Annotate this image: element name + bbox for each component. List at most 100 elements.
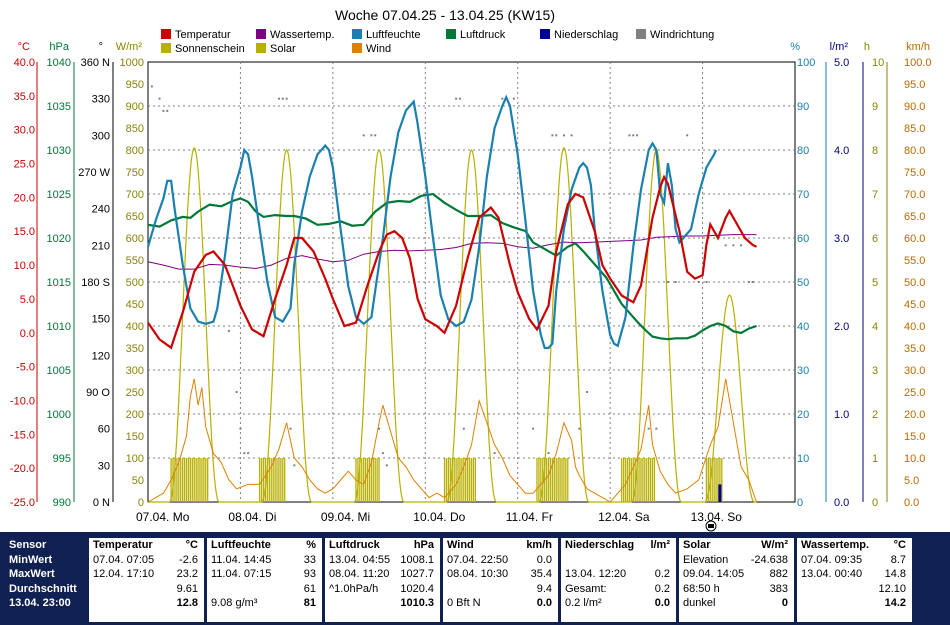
legend-label: Sonnenschein	[175, 43, 245, 55]
axis-label-sun: 8	[872, 145, 878, 157]
axis-label-humidity: 0	[797, 497, 803, 509]
legend-swatch	[256, 29, 266, 39]
pressure-trend: ^1.0hPa/h	[329, 582, 379, 595]
axis-label-wind: 40.0	[904, 321, 925, 333]
time-marker[interactable]	[705, 520, 717, 532]
summary-humidity-column: Luftfeuchte% 11.04. 14:45 33 11.04. 07:15…	[207, 538, 322, 622]
axis-label-direction: 60	[98, 424, 110, 436]
winddir-point	[512, 97, 515, 100]
winddir-point	[293, 464, 296, 467]
unit-temp: °C	[18, 41, 30, 53]
solar-avg-value: 383	[769, 582, 788, 595]
axis-label-humidity: 70	[797, 189, 809, 201]
axis-label-solar: 400	[126, 321, 144, 333]
axis-label-rain: 4.0	[834, 145, 849, 157]
axis-label-direction: 360 N	[81, 57, 110, 69]
axis-label-temp: 35.0	[14, 91, 35, 103]
day-label: 09.04. Mi	[321, 510, 370, 524]
series-line-temperature	[147, 174, 758, 350]
axis-label-rain: 3.0	[834, 233, 849, 245]
axis-label-humidity: 10	[797, 453, 809, 465]
axis-label-direction: 330	[92, 94, 110, 106]
axis-label-solar: 0	[138, 497, 144, 509]
axis-label-sun: 5	[872, 277, 878, 289]
axis-label-wind: 45.0	[904, 299, 925, 311]
axis-label-direction: 180 S	[81, 277, 110, 289]
day-label: 12.04. Sa	[598, 510, 650, 524]
winddir-point	[277, 97, 280, 100]
axis-label-solar: 1000	[120, 57, 144, 69]
winddir-point	[747, 281, 750, 283]
axis-label-temp: 20.0	[14, 192, 35, 204]
day-label: 13.04. So	[691, 510, 743, 524]
axis-label-wind: 30.0	[904, 365, 925, 377]
legend-label: Wassertemp.	[270, 29, 334, 41]
legend-label: Luftfeuchte	[366, 29, 420, 41]
humidity-header: Luftfeuchte	[211, 539, 271, 551]
summary-temperature-column: Temperatur °C 07.04. 07:05 -2.6 12.04. 17:…	[89, 538, 204, 622]
axis-label-sun: 10	[872, 57, 884, 69]
axis-label-wind: 80.0	[904, 145, 925, 157]
winddir-point	[281, 97, 284, 100]
water-min-value: 8.7	[890, 553, 906, 566]
winddir-point	[289, 427, 292, 430]
axis-label-sun: 1	[872, 453, 878, 465]
axis-label-sun: 3	[872, 365, 878, 377]
axis-label-sun: 0	[872, 497, 878, 509]
temperature-unit: °C	[185, 539, 198, 551]
axis-label-temp: 25.0	[14, 159, 35, 171]
axis-label-wind: 35.0	[904, 343, 925, 355]
humidity-absolute: 9.08 g/m³	[211, 597, 258, 609]
summary-sensor-column: Sensor MinWert MaxWert Durchschnitt 13.0…	[3, 538, 86, 622]
solar-max-time: 09.04. 14:05	[683, 568, 745, 580]
axis-label-sun: 7	[872, 189, 878, 201]
axis-label-wind: 25.0	[904, 387, 925, 399]
winddir-point	[724, 244, 727, 247]
axis-label-wind: 90.0	[904, 101, 925, 113]
axis-label-pressure: 1035	[47, 101, 71, 113]
rain-bar	[718, 484, 722, 502]
axis-label-solar: 900	[126, 101, 144, 113]
winddir-point	[158, 97, 161, 100]
pressure-header: Luftdruck	[329, 539, 380, 551]
axis-label-direction: 150	[92, 314, 110, 326]
pressure-max-time: 08.04. 11:20	[329, 568, 390, 580]
summary-pressure-column: Luftdruck hPa 13.04. 04:55 1008.1 08.04. 1…	[325, 538, 440, 622]
winddir-point	[570, 134, 573, 137]
winddir-point	[628, 134, 631, 137]
legend-swatch	[352, 29, 362, 39]
axis-label-wind: 60.0	[904, 233, 925, 245]
axis-label-humidity: 90	[797, 101, 809, 113]
wind-current-value: 0.0	[536, 597, 552, 609]
summary-water-column: Wassertemp. °C 07.04. 09:35 8.7 13.04. 00:…	[797, 538, 912, 622]
legend: Temperatur Sonnenschein Wassertemp. Solar Lu…	[161, 29, 714, 55]
series-line-water-temp	[147, 234, 757, 270]
axis-label-wind: 50.0	[904, 277, 925, 289]
winddir-point	[458, 97, 461, 100]
winddir-point	[385, 464, 388, 467]
winddir-point	[381, 452, 384, 455]
solar-sunshine-hours: 68:50 h	[683, 582, 720, 595]
sensor-header: Sensor	[9, 539, 47, 551]
axis-label-wind: 10.0	[904, 453, 925, 465]
axis-label-temp: 40.0	[14, 57, 35, 69]
wind-header: Wind	[447, 539, 474, 551]
axis-label-direction: 210	[92, 240, 110, 252]
summary-wind-column: Wind km/h 07.04. 22:50 0.0 08.04. 10:30 35.…	[443, 538, 558, 622]
axis-label-temp: -20.0	[10, 463, 35, 475]
axis-label-humidity: 40	[797, 321, 809, 333]
axis-label-sun: 9	[872, 101, 878, 113]
axis-label-wind: 0.0	[904, 497, 919, 509]
axis-label-humidity: 100	[797, 57, 815, 69]
axis-label-humidity: 30	[797, 365, 809, 377]
axis-label-pressure: 1005	[47, 365, 71, 377]
axis-units: °C hPa ° W/m²% l/m² h km/h	[18, 41, 930, 53]
solar-elevation-label: Elevation	[683, 553, 729, 566]
winddir-point	[686, 134, 689, 137]
axis-label-humidity: 20	[797, 409, 809, 421]
axis-label-temp: -10.0	[10, 395, 35, 407]
winddir-point	[150, 85, 153, 88]
axis-label-wind: 20.0	[904, 409, 925, 421]
axis-label-humidity: 50	[797, 277, 809, 289]
axis-label-rain: 0.0	[834, 497, 849, 509]
